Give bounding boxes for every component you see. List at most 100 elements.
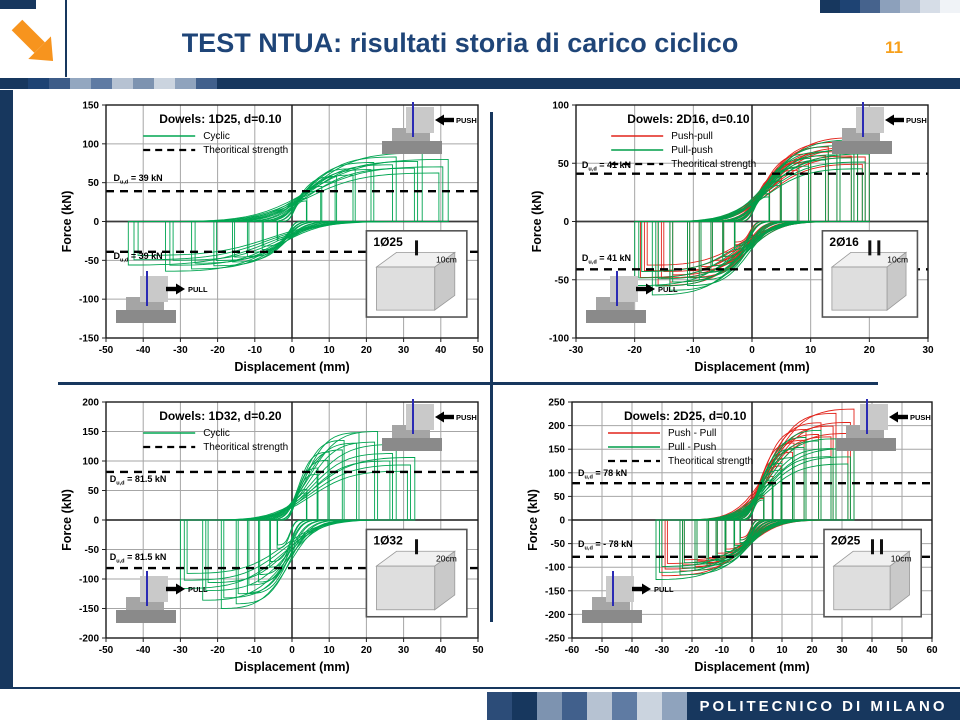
- svg-text:30: 30: [398, 645, 410, 656]
- svg-text:Theoritical strength: Theoritical strength: [668, 456, 753, 467]
- header-band-squares: [28, 78, 217, 89]
- svg-text:150: 150: [82, 427, 99, 438]
- divider-vertical: [490, 112, 493, 622]
- zero-axes: [106, 402, 478, 638]
- decor-square: [91, 78, 112, 89]
- inset-label: 1Ø25: [373, 235, 403, 249]
- inset-label: 2Ø25: [831, 533, 861, 547]
- strength-annotations: Du,d = 81.5 kN Du,d = 81.5 kN: [110, 474, 167, 564]
- svg-text:50: 50: [472, 645, 484, 656]
- hysteresis-loop: [638, 161, 866, 279]
- chart-dowels-2d25: Du,d = 78 kN Du,d = - 78 kN -60 -50 -40 -30 -2…: [524, 390, 944, 678]
- push-rig-icon: PUSH: [832, 102, 927, 154]
- chart-title: Dowels: 2D25, d=0.10: [624, 409, 747, 423]
- svg-text:-20: -20: [627, 345, 642, 356]
- svg-text:-30: -30: [655, 645, 670, 656]
- svg-text:20: 20: [361, 345, 373, 356]
- svg-text:Du,d = 81.5 kN: Du,d = 81.5 kN: [110, 552, 167, 565]
- svg-text:150: 150: [82, 101, 99, 112]
- svg-text:60: 60: [926, 645, 938, 656]
- header-band: [0, 78, 960, 89]
- push-rig-icon: PUSH: [836, 399, 931, 451]
- svg-text:Du,d = 41 kN: Du,d = 41 kN: [582, 160, 631, 173]
- svg-text:-10: -10: [715, 645, 730, 656]
- svg-text:Du,d = 78 kN: Du,d = 78 kN: [578, 468, 627, 481]
- strength-annotations: Du,d = 41 kN Du,d = 41 kN: [582, 160, 631, 266]
- svg-text:150: 150: [548, 445, 565, 456]
- strength-annotations: Du,d = 39 kN Du,d = 39 kN: [113, 173, 162, 263]
- svg-text:-20: -20: [210, 645, 225, 656]
- chart-title: Dowels: 1D32, d=0.20: [159, 409, 282, 423]
- svg-text:PULL: PULL: [188, 285, 208, 294]
- decor-square: [612, 692, 637, 720]
- legend: Dowels: 1D32, d=0.20 Cyclic Theoritical st…: [143, 409, 288, 453]
- svg-text:0: 0: [93, 217, 99, 228]
- svg-text:250: 250: [548, 398, 565, 409]
- svg-text:Du,d = 39 kN: Du,d = 39 kN: [113, 251, 162, 264]
- strength-annotations: Du,d = 78 kN Du,d = - 78 kN: [578, 468, 633, 551]
- chart-title: Dowels: 1D25, d=0.10: [159, 112, 282, 126]
- svg-text:100: 100: [552, 101, 569, 112]
- decor-square: [133, 78, 154, 89]
- svg-text:30: 30: [398, 345, 410, 356]
- footer-navy-block: POLITECNICO DI MILANO: [687, 692, 960, 720]
- legend: Dowels: 2D25, d=0.10 Push - Pull Pull - Pu…: [608, 409, 753, 467]
- svg-text:-10: -10: [686, 345, 701, 356]
- inset-label: 2Ø16: [829, 235, 859, 249]
- corner-decor: [0, 0, 36, 9]
- y-axis-label: Force (kN): [60, 191, 74, 253]
- x-axis-label: Displacement (mm): [234, 660, 349, 674]
- hysteresis-loop: [127, 158, 449, 266]
- svg-text:10: 10: [324, 645, 336, 656]
- svg-text:0: 0: [563, 217, 569, 228]
- decor-square: [840, 0, 860, 13]
- svg-text:Cyclic: Cyclic: [203, 131, 230, 142]
- decor-square: [562, 692, 587, 720]
- chart-title: Dowels: 2D16, d=0.10: [627, 112, 750, 126]
- hysteresis-loop: [186, 470, 408, 574]
- svg-text:0: 0: [559, 516, 565, 527]
- svg-text:-20: -20: [210, 345, 225, 356]
- decor-square: [537, 692, 562, 720]
- pull-rig-icon: PULL: [586, 271, 678, 323]
- footer-squares: [487, 692, 687, 720]
- svg-text:50: 50: [558, 159, 570, 170]
- page-title: TEST NTUA: risultati storia di carico ci…: [181, 28, 739, 58]
- decor-square: [487, 692, 512, 720]
- svg-text:20: 20: [361, 645, 373, 656]
- chart-dowels-1d32: Du,d = 81.5 kN Du,d = 81.5 kN -50 -40 -30 -20…: [58, 390, 490, 678]
- svg-text:30: 30: [922, 345, 934, 356]
- svg-text:-250: -250: [545, 634, 565, 645]
- svg-text:10: 10: [776, 645, 788, 656]
- svg-text:PULL: PULL: [658, 285, 678, 294]
- svg-text:200: 200: [82, 398, 99, 409]
- decor-square: [587, 692, 612, 720]
- push-rig-icon: PUSH: [382, 399, 477, 451]
- legend: Dowels: 2D16, d=0.10 Push-pull Pull-push Th…: [611, 112, 756, 170]
- svg-text:40: 40: [435, 345, 447, 356]
- svg-text:20: 20: [806, 645, 818, 656]
- zero-axes: [572, 402, 932, 638]
- svg-text:Cyclic: Cyclic: [203, 428, 230, 439]
- left-edge-bar: [0, 90, 13, 687]
- decor-square: [70, 78, 91, 89]
- hysteresis-loop: [658, 456, 851, 573]
- theoretical-strength-lines: [576, 172, 928, 271]
- specimen-inset: 2Ø25 10cm: [823, 528, 922, 618]
- svg-text:Theoritical strength: Theoritical strength: [203, 145, 288, 156]
- svg-text:-40: -40: [625, 645, 640, 656]
- svg-text:-10: -10: [248, 645, 263, 656]
- svg-text:PUSH: PUSH: [906, 116, 927, 125]
- decor-square: [940, 0, 960, 13]
- decor-square: [512, 692, 537, 720]
- svg-text:Push - Pull: Push - Pull: [668, 428, 716, 439]
- inset-depth-label: 10cm: [887, 254, 908, 264]
- svg-text:Pull - Push: Pull - Push: [668, 442, 716, 453]
- pull-rig-icon: PULL: [116, 271, 208, 323]
- axis-ticks: -50 -40 -30 -20 -10 0 10 20 30 40 50-200-150-100-5…: [79, 398, 484, 657]
- footer: POLITECNICO DI MILANO: [0, 692, 960, 720]
- inset-depth-label: 10cm: [436, 254, 457, 264]
- y-axis-label: Force (kN): [60, 489, 74, 551]
